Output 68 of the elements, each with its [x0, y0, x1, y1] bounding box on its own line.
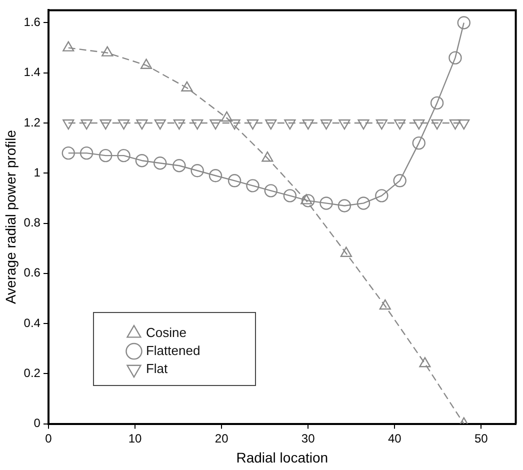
y-tick-label: 1.6 — [24, 15, 41, 30]
point — [190, 164, 204, 178]
point — [264, 184, 278, 198]
x-tick-label: 50 — [474, 431, 488, 446]
point — [431, 119, 443, 130]
point — [284, 119, 296, 130]
point — [302, 194, 315, 208]
point — [320, 196, 333, 210]
x-tick-label: 20 — [214, 431, 229, 446]
point — [449, 119, 462, 130]
point — [154, 156, 167, 170]
point — [375, 189, 388, 202]
y-tick-label: 0.4 — [24, 316, 41, 330]
point — [300, 194, 312, 204]
point — [340, 246, 352, 257]
point — [356, 196, 370, 210]
x-tick-label: 0 — [45, 431, 52, 446]
y-tick-label: 0 — [34, 416, 41, 430]
point — [458, 119, 470, 130]
point — [100, 119, 112, 130]
point — [376, 119, 388, 130]
point — [210, 119, 222, 130]
point — [118, 119, 130, 130]
point — [393, 174, 406, 188]
point — [413, 119, 425, 130]
point — [192, 119, 204, 130]
legend-label: Cosine — [146, 324, 186, 340]
point — [430, 96, 444, 110]
point — [172, 159, 186, 172]
y-tick-label: 0.6 — [24, 266, 41, 280]
point — [394, 119, 406, 130]
y-tick-label: 0.2 — [24, 366, 41, 380]
legend-label: Flattened — [146, 342, 200, 358]
point — [136, 119, 148, 130]
x-tick-label: 30 — [301, 431, 316, 446]
point — [99, 148, 112, 162]
point — [320, 119, 332, 130]
point — [246, 119, 259, 130]
point — [379, 299, 391, 310]
point — [419, 357, 431, 368]
point — [208, 169, 222, 182]
y-axis-title: Average radial power profile — [2, 130, 18, 304]
point — [173, 119, 185, 130]
point — [135, 154, 149, 168]
point — [412, 136, 426, 150]
point — [62, 146, 75, 160]
point — [338, 119, 350, 130]
point — [246, 179, 260, 192]
point — [228, 174, 242, 188]
point — [265, 119, 277, 130]
point — [302, 119, 314, 130]
point — [80, 146, 94, 160]
y-tick-label: 0.8 — [24, 216, 41, 230]
legend-label: Flat — [146, 360, 168, 376]
point — [358, 119, 370, 130]
x-tick-label: 40 — [388, 431, 402, 446]
x-axis-title: Radial location — [236, 449, 328, 466]
point — [154, 119, 166, 130]
point — [62, 119, 74, 130]
point — [117, 148, 130, 162]
y-tick-label: 1.2 — [24, 115, 41, 130]
y-tick-label: 1.4 — [24, 65, 41, 80]
point — [338, 199, 352, 212]
x-tick-label: 10 — [128, 431, 142, 446]
point — [228, 119, 240, 130]
y-tick-label: 1 — [34, 165, 41, 180]
point — [283, 189, 297, 202]
point — [80, 119, 92, 130]
